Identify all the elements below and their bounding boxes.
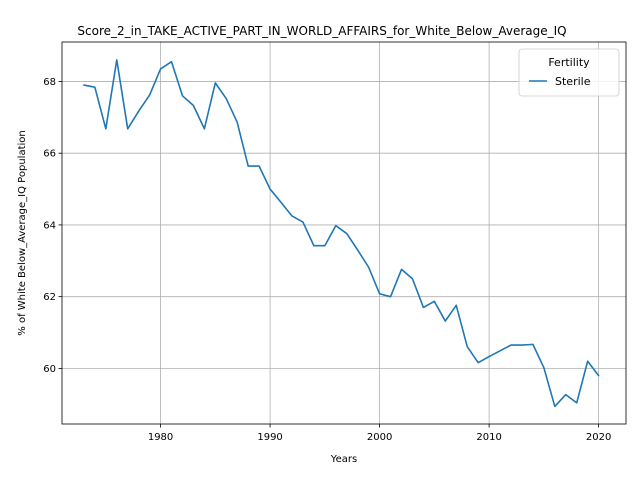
series-lines: [83, 59, 600, 408]
x-tick-label: 1990: [257, 432, 282, 443]
legend: Fertility Sterile: [518, 48, 620, 97]
legend-title: Fertility: [548, 56, 590, 69]
series-line-sterile: [83, 59, 600, 408]
x-tick-label: 1980: [148, 432, 173, 443]
legend-label-sterile: Sterile: [555, 75, 591, 88]
y-tick-label: 64: [43, 220, 56, 231]
y-tick-label: 66: [43, 149, 56, 160]
y-tick-label: 68: [43, 77, 56, 88]
plot-frame: [61, 41, 627, 425]
x-tick-label: 2010: [476, 432, 501, 443]
axis-ticks: 1980 1990 2000 2010 2020 60 62 64 66 68: [43, 77, 611, 443]
legend-box: [518, 48, 620, 97]
y-axis-label: % of White Below_Average_IQ Population: [17, 130, 28, 335]
x-tick-label: 2000: [367, 432, 392, 443]
x-axis-label: Years: [330, 454, 357, 465]
x-tick-label: 2020: [586, 432, 611, 443]
chart-title: Score_2_in_TAKE_ACTIVE_PART_IN_WORLD_AFF…: [77, 24, 566, 38]
y-tick-label: 62: [43, 292, 56, 303]
y-tick-label: 60: [43, 364, 56, 375]
